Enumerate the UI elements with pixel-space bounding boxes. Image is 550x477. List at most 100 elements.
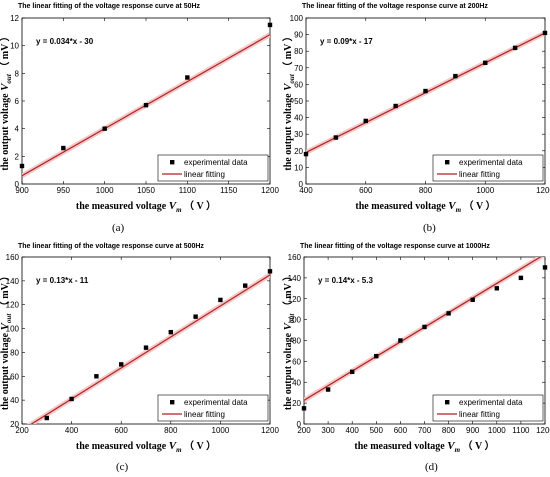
data-point bbox=[185, 75, 190, 80]
y-tick-label: 40 bbox=[294, 114, 303, 123]
data-point bbox=[168, 329, 173, 335]
x-tick-label: 1000 bbox=[476, 186, 494, 195]
x-axis-label-sub: m bbox=[456, 206, 462, 214]
y-tick-label: 50 bbox=[294, 97, 303, 106]
x-axis-label-var: V bbox=[448, 200, 457, 212]
x-axis-label-unit: （ V ） bbox=[461, 199, 496, 212]
data-point bbox=[143, 345, 149, 350]
x-tick-label: 1200 bbox=[261, 186, 279, 195]
x-tick-label: 1000 bbox=[488, 426, 506, 435]
fit-line bbox=[30, 274, 270, 424]
x-tick-label: 600 bbox=[115, 426, 129, 435]
legend-label: linear fitting bbox=[184, 170, 225, 179]
legend-marker bbox=[445, 160, 450, 165]
y-axis-label-sub: out bbox=[5, 313, 13, 323]
x-tick-label: 400 bbox=[299, 186, 313, 195]
data-point bbox=[423, 88, 428, 94]
y-axis-label: the output voltage Vout （ mV ） bbox=[281, 271, 296, 410]
x-tick-label: 800 bbox=[442, 426, 456, 435]
chart-c: The linear fitting of the voltage respon… bbox=[0, 243, 279, 454]
y-axis-label-text: the output voltage bbox=[283, 91, 294, 171]
y-tick-label: 20 bbox=[10, 420, 19, 429]
data-point bbox=[374, 353, 379, 359]
y-axis-label: the output voltage Vout （ mV ） bbox=[0, 31, 13, 170]
x-axis-label-sub: m bbox=[455, 446, 461, 454]
y-axis-label-text: the output voltage bbox=[0, 330, 11, 410]
y-axis-label-sub: out bbox=[288, 313, 296, 323]
x-tick-label: 700 bbox=[418, 426, 432, 435]
chart-panel-b: The linear fitting of the voltage respon… bbox=[281, 0, 550, 215]
legend-box bbox=[432, 154, 544, 182]
legend-marker bbox=[170, 160, 175, 165]
x-tick-label: 500 bbox=[370, 426, 384, 435]
y-tick-label: 60 bbox=[10, 372, 19, 381]
x-tick-label: 900 bbox=[15, 186, 29, 195]
x-tick-label: 200 bbox=[297, 426, 311, 435]
x-axis-label-unit: （ V ） bbox=[182, 439, 217, 452]
x-axis-label-sub: m bbox=[176, 206, 182, 214]
x-axis-label-var: V bbox=[169, 440, 178, 452]
data-point bbox=[470, 297, 475, 302]
y-tick-label: 160 bbox=[288, 253, 302, 262]
legend-marker bbox=[445, 400, 450, 405]
data-point bbox=[301, 406, 307, 411]
y-tick-label: 90 bbox=[294, 31, 303, 40]
y-tick-label: 0 bbox=[297, 420, 302, 429]
fit-equation: y = 0.09*x - 17 bbox=[320, 37, 373, 46]
legend-box bbox=[157, 154, 269, 182]
data-point bbox=[333, 135, 339, 140]
data-point bbox=[119, 362, 124, 367]
chart-title: The linear fitting of the voltage respon… bbox=[302, 3, 488, 10]
data-point bbox=[542, 30, 548, 36]
y-axis-label-var: V bbox=[0, 321, 11, 330]
y-axis-label-text: the output voltage bbox=[283, 330, 294, 410]
x-tick-label: 1200 bbox=[536, 426, 550, 435]
caption-b: (b) bbox=[423, 222, 436, 234]
legend-marker bbox=[170, 400, 175, 405]
legend-label: experimental data bbox=[184, 158, 248, 167]
data-point bbox=[19, 163, 25, 169]
x-axis-label-var: V bbox=[169, 200, 178, 212]
fit-equation: y = 0.14*x - 5.3 bbox=[318, 276, 373, 285]
legend-label: linear fitting bbox=[184, 410, 225, 419]
data-point bbox=[512, 45, 518, 51]
chart-d: The linear fitting of the voltage respon… bbox=[281, 243, 550, 454]
x-tick-label: 1000 bbox=[96, 186, 114, 195]
data-point bbox=[44, 415, 49, 421]
data-point bbox=[518, 275, 524, 281]
y-tick-label: 70 bbox=[294, 64, 303, 73]
x-tick-label: 1200 bbox=[536, 186, 550, 195]
x-axis-label-text: the measured voltage bbox=[76, 201, 169, 212]
y-axis-label-unit: （ mV ） bbox=[0, 31, 11, 74]
data-point bbox=[303, 151, 309, 157]
x-tick-label: 400 bbox=[346, 426, 360, 435]
y-tick-label: 60 bbox=[292, 357, 301, 366]
data-point bbox=[393, 103, 398, 109]
data-point bbox=[446, 311, 451, 316]
y-tick-label: 20 bbox=[294, 147, 303, 156]
y-tick-label: 100 bbox=[6, 325, 20, 334]
y-tick-label: 140 bbox=[288, 274, 302, 283]
chart-title: The linear fitting of the voltage respon… bbox=[18, 243, 204, 250]
data-point bbox=[422, 324, 427, 330]
x-tick-label: 1000 bbox=[212, 426, 230, 435]
chart-panel-c: The linear fitting of the voltage respon… bbox=[0, 240, 279, 455]
data-point bbox=[494, 286, 499, 291]
data-point bbox=[542, 265, 548, 270]
y-tick-label: 2 bbox=[15, 152, 20, 161]
data-point bbox=[483, 60, 488, 66]
data-point bbox=[94, 374, 99, 379]
x-tick-label: 1100 bbox=[179, 186, 197, 195]
y-axis-label-unit: （ mV ） bbox=[281, 271, 294, 314]
x-tick-label: 800 bbox=[164, 426, 178, 435]
chart-a: The linear fitting of the voltage respon… bbox=[0, 3, 279, 214]
y-tick-label: 120 bbox=[6, 301, 20, 310]
y-tick-label: 12 bbox=[10, 14, 19, 23]
y-tick-label: 160 bbox=[6, 253, 20, 262]
data-point bbox=[398, 338, 403, 343]
y-axis-label-sub: out bbox=[5, 73, 13, 83]
y-tick-label: 140 bbox=[6, 277, 20, 286]
x-tick-label: 400 bbox=[65, 426, 79, 435]
y-tick-label: 30 bbox=[294, 130, 303, 139]
chart-title: The linear fitting of the voltage respon… bbox=[18, 3, 201, 10]
